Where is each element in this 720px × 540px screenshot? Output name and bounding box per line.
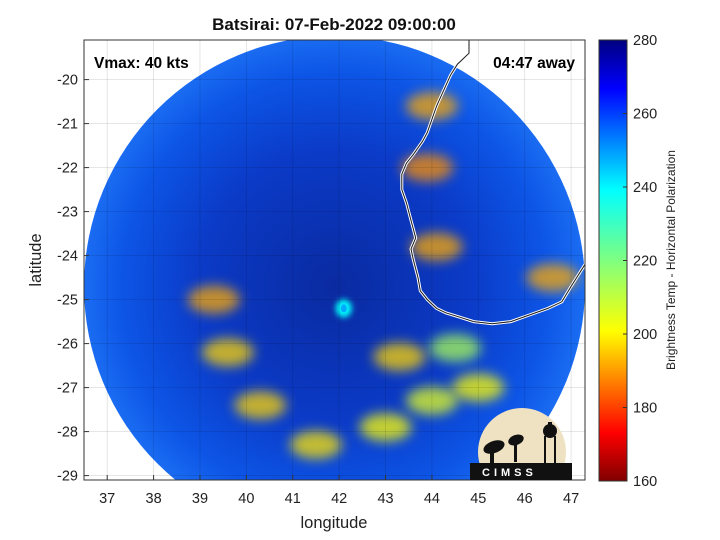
x-tick-label: 37 bbox=[99, 491, 115, 507]
time-away-annotation: 04:47 away bbox=[493, 55, 575, 72]
colorbar-tick-label: 220 bbox=[633, 254, 657, 270]
colorbar-tick-label: 180 bbox=[633, 401, 657, 417]
tb-feature bbox=[373, 342, 426, 371]
y-tick-label: -26 bbox=[57, 337, 78, 353]
feature-layer bbox=[187, 92, 579, 459]
y-tick-label: -25 bbox=[57, 293, 78, 309]
logo-text: CIMSS bbox=[482, 467, 537, 479]
colorbar-label: Brightness Temp - Horizontal Polarizatio… bbox=[664, 150, 678, 370]
tb-feature bbox=[359, 413, 412, 442]
x-tick-label: 45 bbox=[470, 491, 486, 507]
x-tick-label: 38 bbox=[146, 491, 162, 507]
x-tick-label: 43 bbox=[377, 491, 393, 507]
x-tick-label: 39 bbox=[192, 491, 208, 507]
y-axis-label: latitude bbox=[27, 233, 45, 286]
cimss-logo: CIMSS bbox=[470, 408, 572, 480]
coastline-outline bbox=[401, 40, 585, 325]
tb-feature bbox=[405, 92, 458, 120]
tb-feature-core bbox=[340, 304, 347, 313]
colorbar bbox=[598, 39, 628, 482]
grid-layer bbox=[84, 40, 585, 480]
colorbar-tick-label: 260 bbox=[633, 107, 657, 123]
y-tick-label: -22 bbox=[57, 161, 78, 177]
colorbar-tick-label: 280 bbox=[633, 33, 657, 49]
x-tick-label: 47 bbox=[563, 491, 579, 507]
colorbar-tick-label: 240 bbox=[633, 180, 657, 196]
y-tick-label: -27 bbox=[57, 381, 78, 397]
colorbar-tick-label: 160 bbox=[633, 474, 657, 490]
x-tick-label: 44 bbox=[424, 491, 440, 507]
plot-frame bbox=[83, 39, 586, 481]
tb-feature bbox=[187, 285, 240, 314]
y-tick-label: -21 bbox=[57, 117, 78, 133]
tb-feature bbox=[526, 263, 579, 292]
tb-feature bbox=[405, 386, 458, 415]
y-tick-label: -20 bbox=[57, 73, 78, 89]
tb-feature bbox=[234, 391, 287, 420]
tb-feature bbox=[429, 334, 482, 362]
x-tick-label: 41 bbox=[285, 491, 301, 507]
tb-feature bbox=[201, 338, 254, 367]
y-tick-label: -29 bbox=[57, 469, 78, 485]
y-tick-label: -28 bbox=[57, 425, 78, 441]
swath-layer bbox=[84, 40, 585, 480]
x-tick-label: 40 bbox=[238, 491, 254, 507]
y-tick-label: -23 bbox=[57, 205, 78, 221]
x-axis-label: longitude bbox=[301, 514, 368, 532]
colorbar-ticks: 160 180 200 220 240 260 280 bbox=[623, 33, 657, 490]
swath-disc bbox=[84, 40, 585, 480]
x-tick-label: 42 bbox=[331, 491, 347, 507]
y-ticks: -20 -21 -22 -23 -24 -25 -26 -27 -28 -29 bbox=[57, 73, 89, 485]
tb-feature bbox=[410, 232, 463, 261]
y-tick-label: -24 bbox=[57, 249, 78, 265]
tb-feature bbox=[289, 430, 342, 459]
colorbar-tick-label: 200 bbox=[633, 327, 657, 343]
chart-title: Batsirai: 07-Feb-2022 09:00:00 bbox=[212, 15, 456, 34]
tb-feature bbox=[452, 373, 505, 402]
x-tick-label: 46 bbox=[517, 491, 533, 507]
tb-feature bbox=[401, 153, 454, 182]
vmax-annotation: Vmax: 40 kts bbox=[94, 55, 189, 72]
